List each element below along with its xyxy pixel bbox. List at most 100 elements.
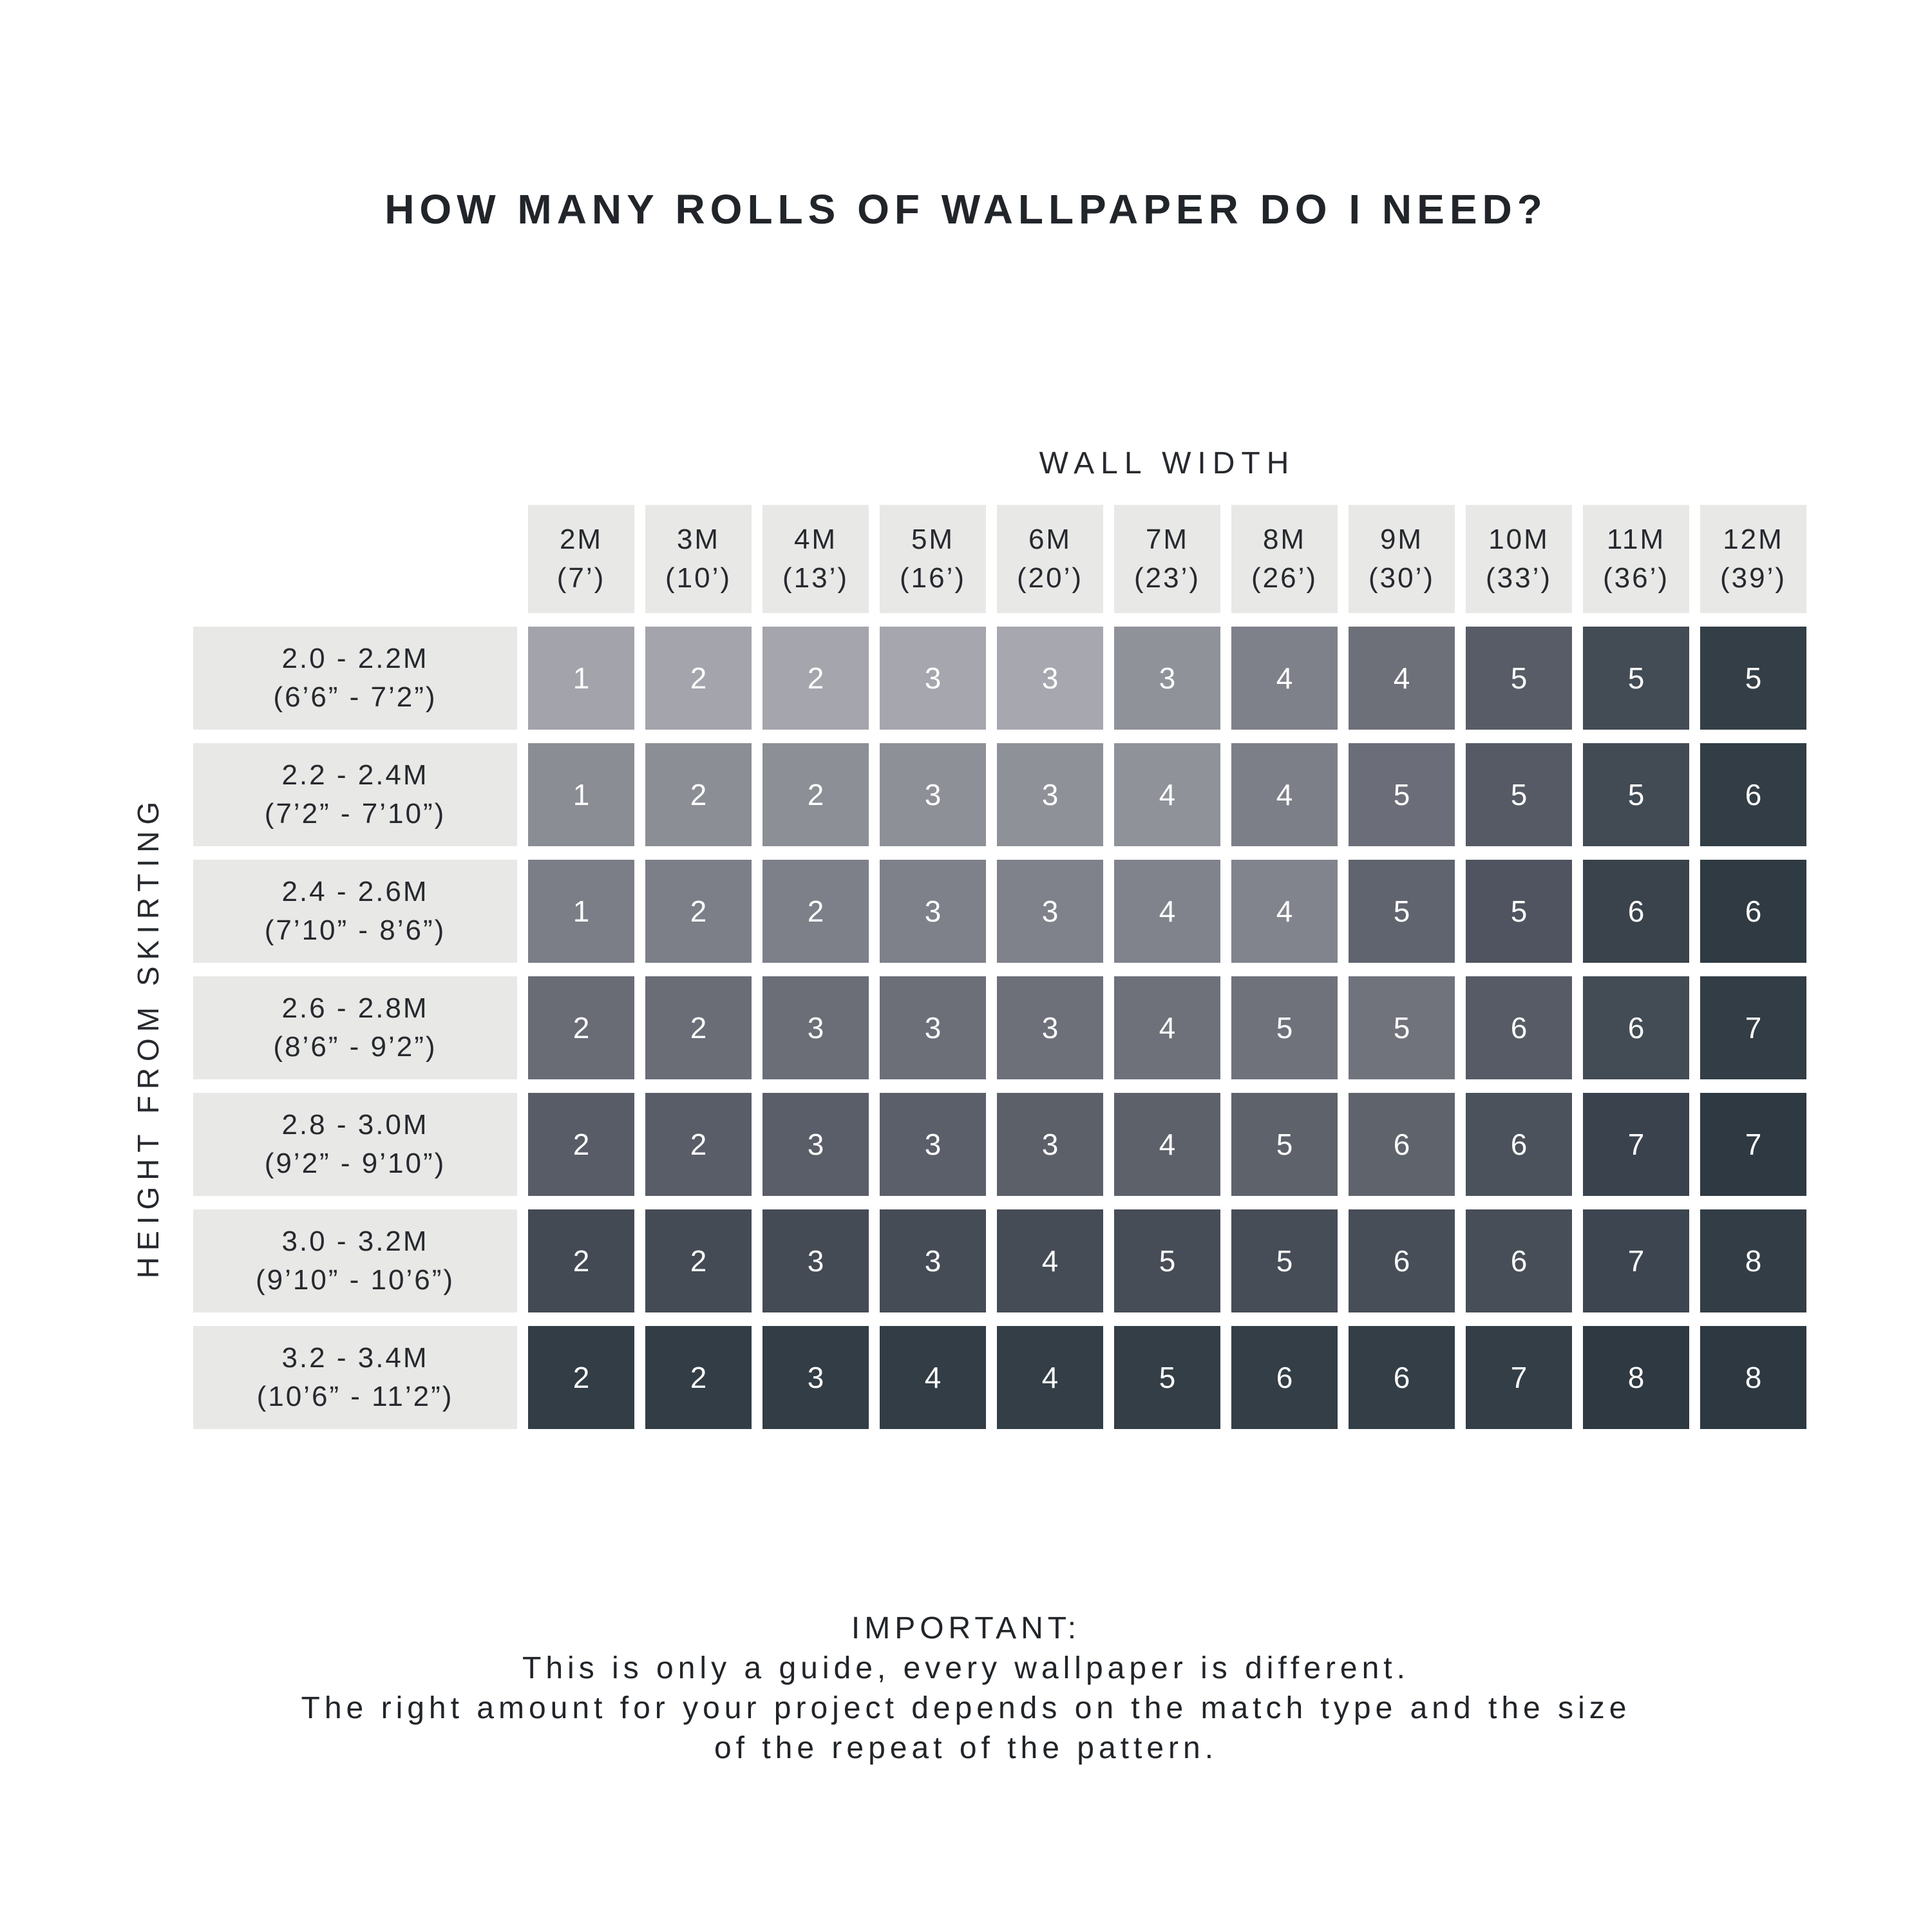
roll-count-cell: 7	[1583, 1209, 1689, 1312]
column-header-feet: (39’)	[1719, 562, 1787, 594]
column-header: 2M (7’)	[528, 505, 634, 613]
roll-count-cell: 2	[645, 1326, 752, 1429]
column-header-meters: 9M	[1379, 524, 1424, 555]
roll-count-cell: 5	[1583, 743, 1689, 846]
roll-count-cell: 2	[528, 1326, 634, 1429]
roll-count-cell: 6	[1700, 743, 1806, 846]
roll-count-cell: 3	[880, 860, 986, 963]
row-header-meters: 2.2 - 2.4M	[281, 759, 429, 791]
row-header: 3.2 - 3.4M (10’6” - 11’2”)	[193, 1326, 517, 1429]
column-header-meters: 4M	[793, 524, 838, 555]
row-header-feet: (9’2” - 9’10”)	[264, 1148, 446, 1179]
roll-count-cell: 3	[762, 976, 869, 1079]
column-header-meters: 8M	[1262, 524, 1307, 555]
roll-count-cell: 6	[1583, 860, 1689, 963]
roll-count-cell: 8	[1700, 1326, 1806, 1429]
column-header: 6M (20’)	[997, 505, 1103, 613]
roll-count-cell: 3	[997, 976, 1103, 1079]
column-header-feet: (26’)	[1251, 562, 1318, 594]
footer-line: This is only a guide, every wallpaper is…	[522, 1651, 1410, 1685]
roll-count-cell: 6	[1583, 976, 1689, 1079]
row-header: 2.8 - 3.0M (9’2” - 9’10”)	[193, 1093, 517, 1196]
roll-count-cell: 5	[1114, 1209, 1220, 1312]
column-header-meters: 6M	[1028, 524, 1072, 555]
row-header-feet: (7’10” - 8’6”)	[264, 914, 446, 946]
roll-count-cell: 5	[1231, 976, 1338, 1079]
column-header-feet: (7’)	[556, 562, 606, 594]
roll-count-cell: 2	[762, 743, 869, 846]
roll-count-cell: 5	[1231, 1209, 1338, 1312]
roll-count-cell: 4	[1114, 743, 1220, 846]
row-header-meters: 2.0 - 2.2M	[281, 643, 429, 674]
column-header-feet: (16’)	[899, 562, 967, 594]
column-header: 12M (39’)	[1700, 505, 1806, 613]
roll-count-cell: 1	[528, 743, 634, 846]
column-header: 10M (33’)	[1466, 505, 1572, 613]
column-header-meters: 7M	[1145, 524, 1189, 555]
footer-heading: IMPORTANT:	[851, 1611, 1081, 1645]
row-header-feet: (7’2” - 7’10”)	[264, 798, 446, 829]
roll-count-cell: 3	[997, 743, 1103, 846]
row-header-meters: 3.0 - 3.2M	[281, 1226, 429, 1257]
roll-count-cell: 2	[762, 627, 869, 730]
roll-count-cell: 5	[1231, 1093, 1338, 1196]
row-header-feet: (9’10” - 10’6”)	[255, 1264, 455, 1296]
roll-count-cell: 5	[1466, 743, 1572, 846]
roll-count-cell: 4	[1231, 860, 1338, 963]
roll-count-cell: 3	[997, 1093, 1103, 1196]
roll-count-cell: 5	[1349, 976, 1455, 1079]
roll-count-cell: 4	[1349, 627, 1455, 730]
column-header: 4M (13’)	[762, 505, 869, 613]
roll-count-cell: 7	[1466, 1326, 1572, 1429]
roll-count-cell: 2	[762, 860, 869, 963]
roll-count-cell: 2	[645, 976, 752, 1079]
roll-count-cell: 2	[645, 1209, 752, 1312]
column-header-feet: (13’)	[782, 562, 849, 594]
column-header: 11M (36’)	[1583, 505, 1689, 613]
row-header-feet: (10’6” - 11’2”)	[256, 1381, 454, 1412]
roll-count-cell: 6	[1349, 1326, 1455, 1429]
roll-count-cell: 2	[645, 860, 752, 963]
roll-count-cell: 6	[1466, 1093, 1572, 1196]
roll-count-cell: 4	[997, 1326, 1103, 1429]
roll-count-cell: 6	[1466, 976, 1572, 1079]
roll-count-cell: 7	[1583, 1093, 1689, 1196]
column-header-feet: (23’)	[1133, 562, 1201, 594]
roll-count-cell: 6	[1231, 1326, 1338, 1429]
roll-count-cell: 2	[645, 743, 752, 846]
roll-count-cell: 1	[528, 627, 634, 730]
row-header: 3.0 - 3.2M (9’10” - 10’6”)	[193, 1209, 517, 1312]
footer-line: of the repeat of the pattern.	[714, 1731, 1218, 1765]
column-header-feet: (33’)	[1485, 562, 1553, 594]
roll-count-cell: 5	[1700, 627, 1806, 730]
roll-count-cell: 2	[528, 1209, 634, 1312]
column-header-meters: 5M	[911, 524, 955, 555]
column-header-meters: 12M	[1723, 524, 1784, 555]
roll-count-cell: 7	[1700, 1093, 1806, 1196]
row-header-meters: 3.2 - 3.4M	[281, 1342, 429, 1374]
height-from-skirting-axis-label: HEIGHT FROM SKIRTING	[131, 795, 165, 1279]
roll-count-cell: 4	[1231, 743, 1338, 846]
roll-count-cell: 8	[1700, 1209, 1806, 1312]
roll-count-cell: 5	[1349, 743, 1455, 846]
roll-count-cell: 2	[528, 976, 634, 1079]
rolls-table: 2M (7’) 3M (10’) 4M (13’) 5M (16’) 6M (20’) 7M (23’…	[193, 505, 1806, 1429]
roll-count-cell: 6	[1349, 1209, 1455, 1312]
roll-count-cell: 6	[1349, 1093, 1455, 1196]
column-header-meters: 10M	[1488, 524, 1549, 555]
corner-spacer	[193, 505, 517, 613]
column-header-feet: (36’)	[1602, 562, 1670, 594]
page-title: HOW MANY ROLLS OF WALLPAPER DO I NEED?	[384, 186, 1548, 232]
roll-count-cell: 5	[1466, 627, 1572, 730]
roll-count-cell: 3	[880, 743, 986, 846]
column-header-feet: (30’)	[1368, 562, 1435, 594]
row-header: 2.0 - 2.2M (6’6” - 7’2”)	[193, 627, 517, 730]
row-header: 2.6 - 2.8M (8’6” - 9’2”)	[193, 976, 517, 1079]
row-header: 2.2 - 2.4M (7’2” - 7’10”)	[193, 743, 517, 846]
roll-count-cell: 2	[645, 1093, 752, 1196]
roll-count-cell: 3	[762, 1326, 869, 1429]
column-header-feet: (20’)	[1016, 562, 1084, 594]
column-header-meters: 11M	[1606, 524, 1666, 555]
roll-count-cell: 4	[997, 1209, 1103, 1312]
footer-line: The right amount for your project depend…	[301, 1691, 1631, 1725]
